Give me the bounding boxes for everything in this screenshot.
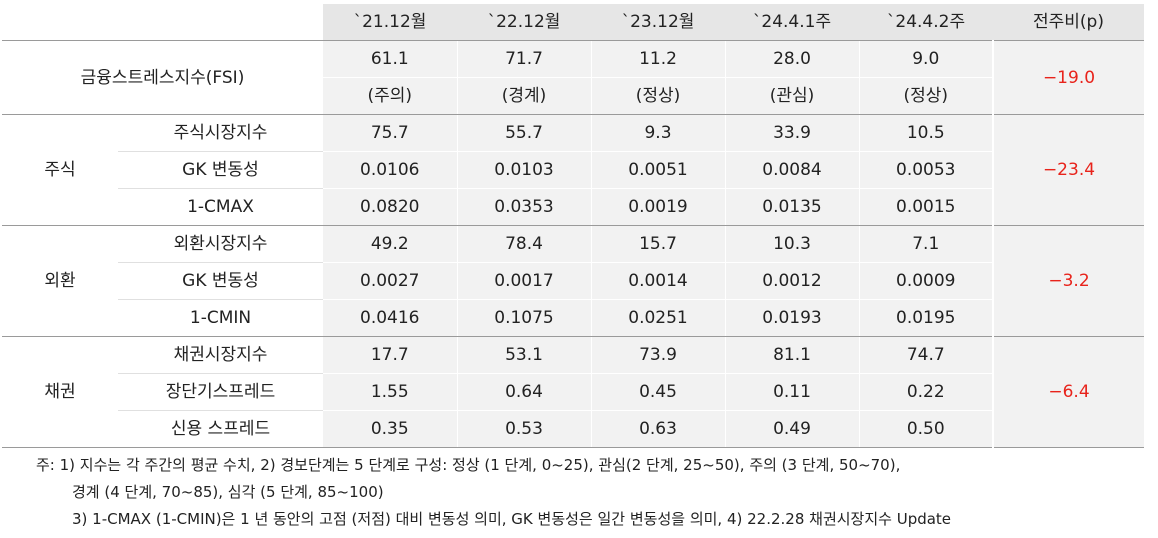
footnote-line: 3) 1-CMAX (1-CMIN)은 1 년 동안의 고점 (저점) 대비 변… [72, 510, 952, 528]
fsi-value: 9.0 [858, 40, 993, 78]
table-cell: 0.0353 [456, 188, 591, 226]
table-cell: 0.0106 [323, 151, 457, 189]
table-cell: 0.0015 [858, 188, 993, 226]
table-cell: 17.7 [323, 336, 457, 374]
fsi-stage-row: (주의) (경계) (정상) (관심) (정상) [2, 77, 1144, 115]
fsi-label: 금융스트레스지수(FSI) [2, 40, 323, 115]
row-label: 1-CMIN [118, 299, 323, 337]
table-cell: 0.0195 [858, 299, 993, 337]
fsi-value: 71.7 [456, 40, 591, 78]
row-label: 장단기스프레드 [118, 373, 323, 411]
table-cell: 0.0027 [323, 262, 457, 300]
table-cell: 10.3 [724, 225, 859, 263]
table-row: 1-CMIN 0.0416 0.1075 0.0251 0.0193 0.019… [2, 299, 1144, 337]
table-cell: 0.22 [858, 373, 993, 411]
table-cell: 33.9 [724, 114, 859, 152]
row-label: 외환시장지수 [118, 225, 323, 263]
group-label-fx: 외환 [2, 225, 118, 337]
header-col-3: `23.12월 [591, 4, 725, 41]
table-cell: 0.0019 [590, 188, 725, 226]
fsi-value: 61.1 [323, 40, 457, 78]
table-cell: 78.4 [456, 225, 591, 263]
table-cell: 0.49 [724, 410, 859, 448]
table-cell: 10.5 [858, 114, 993, 152]
table-row: 1-CMAX 0.0820 0.0353 0.0019 0.0135 0.001… [2, 188, 1144, 226]
change-bond: −6.4 [992, 336, 1144, 448]
table-cell: 74.7 [858, 336, 993, 374]
row-label: 1-CMAX [118, 188, 323, 226]
row-label: 신용 스프레드 [118, 410, 323, 448]
group-label-bond: 채권 [2, 336, 118, 448]
table-cell: 0.64 [456, 373, 591, 411]
table-cell: 0.35 [323, 410, 457, 448]
table-cell: 0.0053 [858, 151, 993, 189]
table-footnotes: 주: 1) 지수는 각 주간의 평균 수치, 2) 경보단계는 5 단계로 구성… [36, 452, 952, 533]
table-row: GK 변동성 0.0027 0.0017 0.0014 0.0012 0.000… [2, 262, 1144, 300]
table-cell: 0.0012 [724, 262, 859, 300]
table-row: 신용 스프레드 0.35 0.53 0.63 0.49 0.50 [2, 410, 1144, 448]
fsi-stage: (정상) [590, 77, 725, 115]
table-cell: 0.0135 [724, 188, 859, 226]
table-cell: 73.9 [590, 336, 725, 374]
header-col-5: `24.4.2주 [859, 4, 993, 41]
change-stock: −23.4 [992, 114, 1144, 226]
table-cell: 0.53 [456, 410, 591, 448]
row-label: GK 변동성 [118, 262, 323, 300]
table-row: 채권 채권시장지수 17.7 53.1 73.9 81.1 74.7 −6.4 [2, 336, 1144, 448]
table-cell: 15.7 [590, 225, 725, 263]
table-cell: 55.7 [456, 114, 591, 152]
header-col-2: `22.12월 [457, 4, 591, 41]
header-col-1: `21.12월 [323, 4, 457, 41]
table-cell: 0.63 [590, 410, 725, 448]
table-cell: 0.0193 [724, 299, 859, 337]
header-change: 전주비(p) [993, 4, 1144, 41]
fsi-stage: (정상) [858, 77, 993, 115]
table-row: 주식 주식시장지수 75.7 55.7 9.3 33.9 10.5 −23.4 [2, 114, 1144, 226]
table-cell: 0.0009 [858, 262, 993, 300]
table-row: GK 변동성 0.0106 0.0103 0.0051 0.0084 0.005… [2, 151, 1144, 189]
table-cell: 7.1 [858, 225, 993, 263]
fsi-stage: (관심) [724, 77, 859, 115]
footnote-line: 경계 (4 단계, 70~85), 심각 (5 단계, 85~100) [72, 483, 384, 501]
footnote-line: 주: 1) 지수는 각 주간의 평균 수치, 2) 경보단계는 5 단계로 구성… [36, 456, 901, 474]
header-corner [2, 4, 323, 41]
table-cell: 0.0820 [323, 188, 457, 226]
fsi-value-row: 금융스트레스지수(FSI) 61.1 71.7 11.2 28.0 9.0 −1… [2, 40, 1144, 115]
table-cell: 0.50 [858, 410, 993, 448]
table-cell: 1.55 [323, 373, 457, 411]
change-fx: −3.2 [992, 225, 1144, 337]
fsi-stage: (경계) [456, 77, 591, 115]
table-cell: 0.0017 [456, 262, 591, 300]
table-cell: 0.0251 [590, 299, 725, 337]
financial-stress-table: `21.12월 `22.12월 `23.12월 `24.4.1주 `24.4.2… [2, 4, 1144, 448]
table-cell: 0.0103 [456, 151, 591, 189]
table-cell: 0.0014 [590, 262, 725, 300]
table-cell: 0.45 [590, 373, 725, 411]
group-label-stock: 주식 [2, 114, 118, 226]
table-cell: 81.1 [724, 336, 859, 374]
table-cell: 75.7 [323, 114, 457, 152]
table-cell: 9.3 [590, 114, 725, 152]
fsi-value: 11.2 [590, 40, 725, 78]
table-cell: 0.0051 [590, 151, 725, 189]
table-cell: 0.0084 [724, 151, 859, 189]
table-cell: 49.2 [323, 225, 457, 263]
table-cell: 0.0416 [323, 299, 457, 337]
header-row: `21.12월 `22.12월 `23.12월 `24.4.1주 `24.4.2… [2, 4, 1144, 41]
header-col-4: `24.4.1주 [725, 4, 859, 41]
fsi-change: −19.0 [992, 40, 1144, 115]
table-row: 외환 외환시장지수 49.2 78.4 15.7 10.3 7.1 −3.2 [2, 225, 1144, 337]
row-label: 주식시장지수 [118, 114, 323, 152]
table-cell: 0.1075 [456, 299, 591, 337]
table-row: 장단기스프레드 1.55 0.64 0.45 0.11 0.22 [2, 373, 1144, 411]
table-cell: 0.11 [724, 373, 859, 411]
fsi-value: 28.0 [724, 40, 859, 78]
fsi-stage: (주의) [323, 77, 457, 115]
table-cell: 53.1 [456, 336, 591, 374]
row-label: GK 변동성 [118, 151, 323, 189]
row-label: 채권시장지수 [118, 336, 323, 374]
